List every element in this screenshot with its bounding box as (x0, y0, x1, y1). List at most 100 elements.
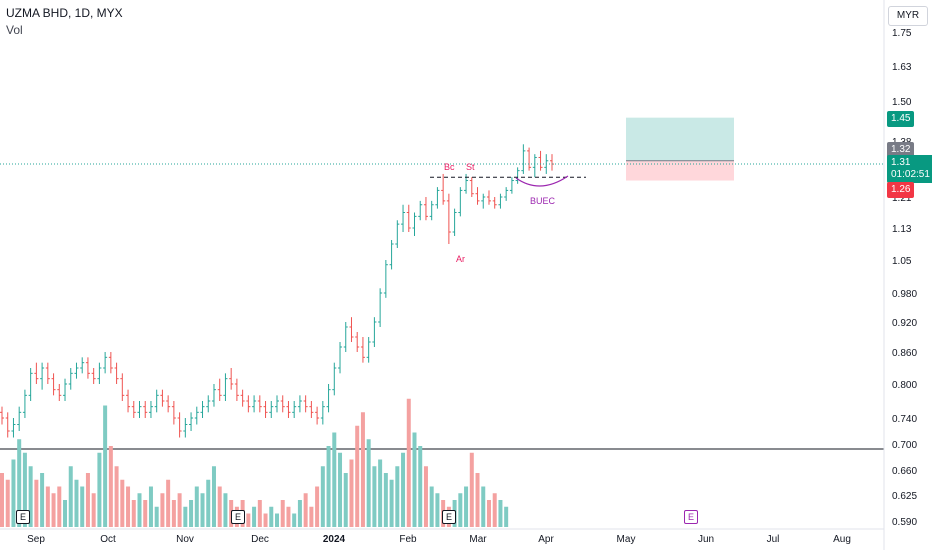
earnings-marker[interactable]: E (442, 510, 456, 524)
price-badge-value: 1.31 (891, 157, 911, 168)
price-badge-value: 1.32 (891, 144, 911, 155)
volume-bar (498, 500, 503, 527)
volume-bar (389, 479, 394, 527)
y-tick-label: 1.21 (892, 193, 912, 204)
volume-indicator-label: Vol (6, 23, 23, 37)
volume-bar (257, 500, 262, 527)
volume-bar (51, 493, 56, 527)
x-tick-label: Oct (100, 534, 116, 545)
volume-bar (97, 452, 102, 527)
earnings-marker[interactable]: E (231, 510, 245, 524)
volume-bar (412, 432, 417, 527)
earnings-marker[interactable]: E (684, 510, 698, 524)
volume-bar (108, 446, 113, 527)
y-tick-label: 1.63 (892, 62, 912, 73)
volume-bar (223, 493, 228, 527)
volume-bar (0, 473, 4, 527)
y-tick-label: 1.75 (892, 28, 912, 39)
volume-bar (263, 513, 268, 527)
volume-bar (418, 446, 423, 527)
volume-bar (68, 466, 73, 527)
currency-button[interactable]: MYR (888, 6, 928, 26)
annotation-label: Ar (456, 254, 465, 264)
volume-bar (126, 486, 131, 527)
chart-legend: UZMA BHD, 1D, MYX Vol (6, 6, 123, 37)
volume-bar (275, 513, 279, 527)
volume-bar (85, 473, 90, 527)
volume-bar (395, 466, 400, 527)
volume-bar (171, 500, 176, 527)
volume-bar (286, 506, 291, 527)
stop-zone (626, 160, 734, 181)
volume-bar (332, 432, 337, 527)
volume-bar (464, 486, 469, 527)
x-tick-label: 2024 (323, 534, 346, 545)
y-tick-label: 0.700 (892, 440, 917, 451)
annotations: Bc St Ar BUEC (0, 162, 884, 264)
volume-bar (292, 513, 297, 527)
volume-bars (0, 398, 509, 527)
x-tick-label: Feb (399, 534, 417, 545)
price-badge-value: 1.45 (891, 113, 911, 124)
earnings-marker[interactable]: E (16, 510, 30, 524)
volume-bar (11, 459, 16, 527)
y-tick-label: 0.660 (892, 466, 917, 477)
y-tick-label: 0.740 (892, 414, 917, 425)
volume-bar (338, 452, 343, 527)
volume-bar (131, 500, 136, 527)
symbol-title: UZMA BHD, 1D, MYX (6, 6, 123, 20)
y-tick-label: 0.625 (892, 491, 917, 502)
volume-bar (166, 479, 171, 527)
annotation-label: Bc (444, 162, 455, 172)
price-axis: 1.751.631.501.381.211.131.050.9800.9200.… (883, 0, 917, 550)
x-tick-label: Aug (833, 534, 851, 545)
volume-bar (154, 506, 159, 527)
volume-bar (401, 452, 406, 527)
x-tick-label: Dec (251, 534, 269, 545)
x-tick-label: Jun (698, 534, 714, 545)
volume-bar (211, 466, 216, 527)
x-tick-label: Sep (27, 534, 45, 545)
target-zone (626, 117, 734, 161)
volume-bar (63, 500, 68, 527)
x-tick-label: May (617, 534, 636, 545)
volume-bar (5, 479, 10, 527)
volume-bar (378, 459, 383, 527)
volume-bar (492, 493, 497, 527)
x-tick-label: Jul (767, 534, 780, 545)
volume-bar (91, 493, 96, 527)
volume-bar (297, 500, 302, 527)
volume-bar (217, 486, 222, 527)
volume-bar (177, 493, 182, 527)
volume-bar (269, 506, 274, 527)
y-tick-label: 1.13 (892, 224, 912, 235)
countdown-timer: 01:02:51 (891, 169, 930, 180)
annotation-label: BUEC (530, 196, 556, 206)
y-tick-label: 0.920 (892, 318, 917, 329)
volume-bar (360, 412, 365, 527)
volume-bar (28, 466, 33, 527)
volume-bar (194, 486, 199, 527)
volume-bar (246, 513, 251, 527)
volume-bar (475, 473, 480, 527)
volume-bar (74, 479, 79, 527)
volume-bar (57, 486, 62, 527)
volume-bar (355, 425, 360, 527)
volume-bar (343, 473, 348, 527)
volume-bar (40, 473, 45, 527)
price-badge-value: 1.26 (891, 184, 911, 195)
volume-bar (315, 486, 320, 527)
y-tick-label: 0.860 (892, 348, 917, 359)
y-tick-label: 0.800 (892, 380, 917, 391)
price-badge: 1.45 (887, 111, 915, 127)
volume-bar (423, 466, 428, 527)
x-tick-label: Nov (176, 534, 194, 545)
volume-bar (17, 439, 22, 527)
volume-bar (80, 486, 85, 527)
volume-bar (372, 466, 377, 527)
y-tick-label: 0.590 (892, 517, 917, 528)
volume-bar (200, 493, 205, 527)
volume-bar (429, 486, 434, 527)
volume-bar (435, 493, 440, 527)
